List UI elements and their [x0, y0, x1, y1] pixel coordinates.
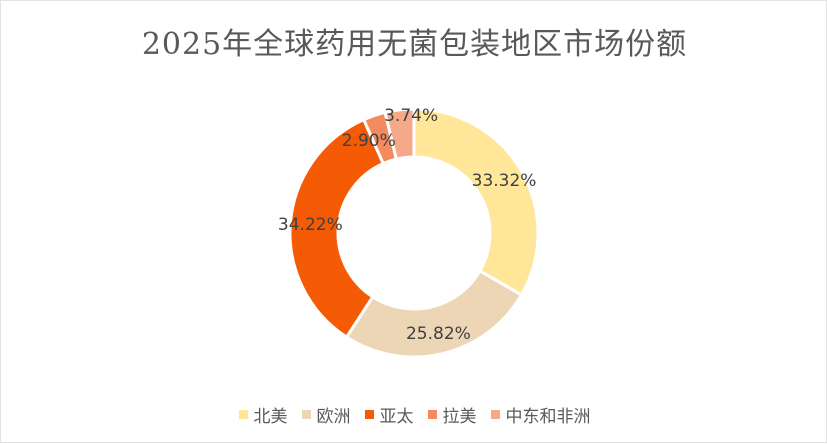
legend-swatch [238, 410, 248, 419]
legend-swatch [301, 410, 311, 419]
legend-item-1: 北美 [238, 402, 288, 427]
chart-title: 2025年全球药用无菌包装地区市场份额 [141, 27, 688, 62]
donut-slice-5 [383, 107, 416, 161]
data-label-4: 2.90% [342, 131, 396, 151]
legend-swatch [427, 410, 437, 419]
legend-item-2: 欧洲 [301, 402, 351, 427]
data-label-2: 25.82% [406, 324, 471, 344]
legend: 北美 欧洲 亚太 拉美 中东和非洲 [1, 402, 827, 427]
legend-label: 中东和非洲 [505, 407, 591, 427]
legend-item-3: 亚太 [364, 402, 414, 427]
legend-label: 拉美 [442, 407, 477, 427]
donut-slice-2 [344, 268, 524, 359]
data-label-3: 34.22% [278, 215, 343, 235]
data-label-1: 33.32% [472, 171, 537, 191]
legend-swatch [490, 410, 500, 419]
legend-label: 欧洲 [316, 407, 351, 427]
data-label-5: 3.74% [384, 106, 438, 126]
legend-swatch [364, 410, 374, 419]
legend-item-4: 拉美 [427, 402, 477, 427]
donut-slice-1 [412, 107, 540, 297]
legend-item-5: 中东和非洲 [490, 402, 591, 427]
donut-slice-3 [288, 117, 386, 340]
legend-label: 北美 [253, 407, 288, 427]
legend-label: 亚太 [379, 407, 414, 427]
